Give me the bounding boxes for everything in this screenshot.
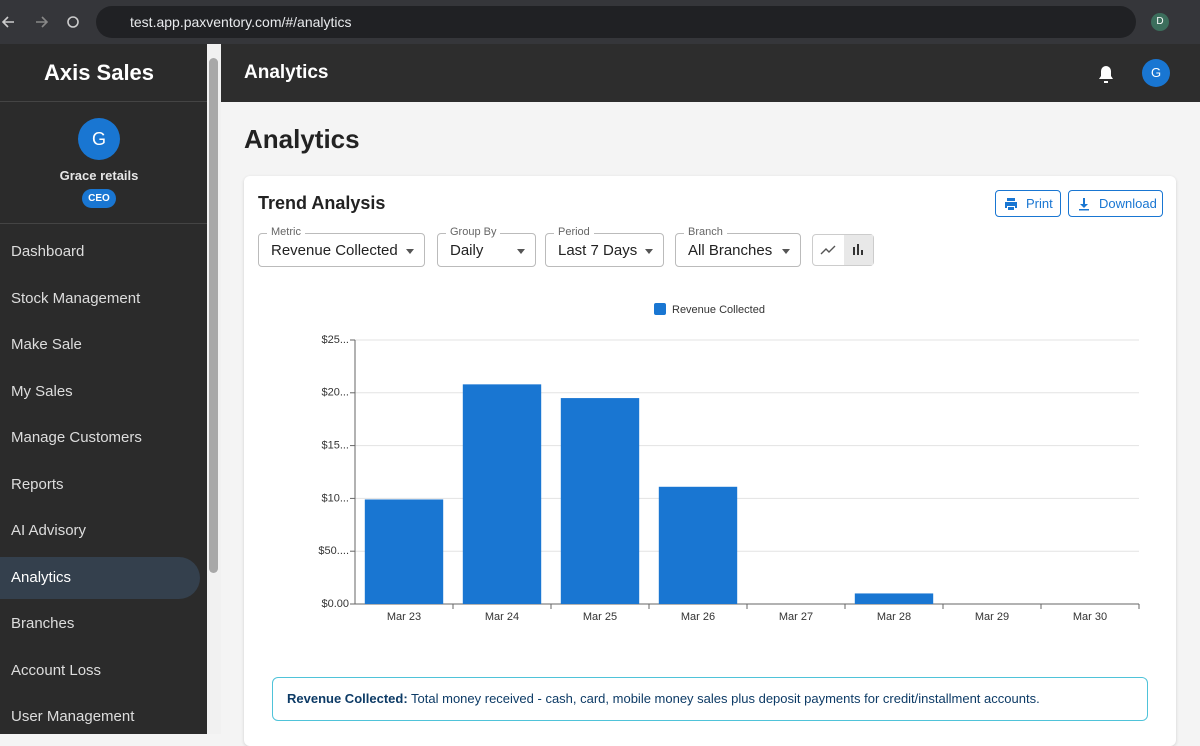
caret [645, 249, 653, 258]
nav-icons [1, 16, 79, 28]
profile[interactable]: D [1151, 13, 1169, 31]
filter-value: Revenue Collected [271, 242, 398, 259]
nav-item[interactable]: My Sales [11, 382, 73, 400]
y-tick-label: $20... [321, 387, 349, 399]
x-tick-label: Mar 27 [779, 611, 813, 623]
filter[interactable]: Metric Revenue Collected [258, 226, 425, 267]
nav-item[interactable]: AI Advisory [11, 522, 87, 539]
toggle-icons [820, 235, 873, 265]
filter-label: Branch [684, 226, 727, 238]
x-tick-label: Mar 26 [681, 611, 715, 623]
bar [854, 593, 934, 604]
bar [560, 398, 640, 604]
user-avatar: G [78, 118, 120, 160]
y-tick-label: $50.... [318, 545, 349, 557]
bar [658, 486, 738, 604]
filter-label: Metric [267, 226, 305, 238]
print-button[interactable]: Print [995, 190, 1061, 217]
filter-label: Period [554, 226, 594, 238]
url-bar[interactable]: test.app.paxventory.com/#/analytics [96, 6, 1136, 38]
nav-item[interactable]: Branches [11, 615, 75, 632]
header-title: Analytics [244, 62, 329, 83]
x-tick-label: Mar 23 [387, 611, 421, 623]
divider [0, 223, 207, 224]
bar [462, 384, 542, 604]
x-tick-label: Mar 25 [583, 611, 617, 623]
y-tick-label: $15... [321, 440, 349, 452]
filter[interactable]: Group By Daily [437, 226, 536, 267]
page-title: Analytics [244, 124, 360, 154]
app-header: Analytics G [221, 44, 1200, 102]
filter-label: Group By [446, 226, 501, 238]
role-chip: CEO [82, 189, 116, 208]
metric-note: Revenue Collected: Total money received … [272, 677, 1148, 721]
y-tick-label: $0.00 [321, 598, 349, 610]
brand: Axis Sales [43, 60, 155, 85]
card-title: Trend Analysis [258, 193, 386, 213]
download-icon [1079, 198, 1089, 211]
divider [0, 101, 207, 102]
nav-item[interactable]: User Management [11, 708, 135, 725]
y-tick-label: $25... [321, 334, 349, 346]
bar [364, 499, 444, 604]
caret [517, 249, 525, 258]
nav-item[interactable]: Manage Customers [11, 429, 142, 446]
y-tick-label: $10... [321, 492, 349, 504]
nav-item[interactable]: Account Loss [11, 661, 102, 679]
browser-bar: test.app.paxventory.com/#/analytics D [0, 0, 1200, 44]
filter[interactable]: Branch All Branches [675, 226, 801, 267]
caret [782, 249, 790, 258]
print-icon [1005, 198, 1017, 210]
sidebar: Axis Sales G Grace retails CEO Dashboard… [0, 44, 207, 734]
x-tick-label: Mar 30 [1073, 611, 1107, 623]
x-tick-label: Mar 24 [485, 611, 519, 623]
x-tick-label: Mar 29 [975, 611, 1009, 623]
legend-swatch [654, 303, 666, 315]
card [244, 176, 1176, 746]
nav-item[interactable]: Dashboard [11, 243, 85, 260]
user-name: Grace retails [59, 168, 139, 183]
download-button[interactable]: Download [1068, 190, 1163, 217]
nav-item[interactable]: Stock Management [11, 289, 141, 307]
bell-icon[interactable] [1096, 63, 1116, 85]
nav-item[interactable]: Analytics [0, 556, 200, 599]
x-tick-label: Mar 28 [877, 611, 911, 623]
caret [406, 249, 414, 258]
filter-value: Daily [450, 242, 484, 259]
chart-toggle[interactable] [812, 234, 874, 266]
note-text: Total money received - cash, card, mobil… [411, 691, 1040, 706]
legend-label: Revenue Collected [672, 304, 765, 316]
nav-item[interactable]: Reports [11, 475, 64, 493]
filter[interactable]: Period Last 7 Days [545, 226, 664, 267]
filter-value: All Branches [688, 242, 773, 259]
filter-value: Last 7 Days [558, 242, 638, 259]
scroll-thumb[interactable] [209, 58, 218, 573]
note-term: Revenue Collected: [287, 691, 408, 706]
header-avatar[interactable]: G [1142, 59, 1170, 87]
nav-item[interactable]: Make Sale [11, 336, 82, 353]
